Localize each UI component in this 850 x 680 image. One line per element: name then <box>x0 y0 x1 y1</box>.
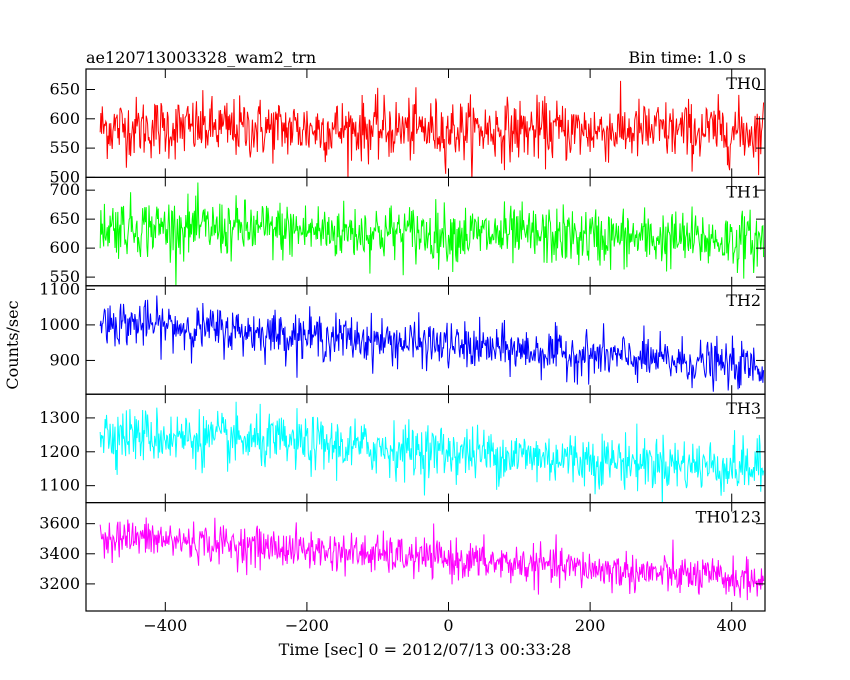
y-tick-label: 1100 <box>39 279 80 298</box>
y-tick-label: 3200 <box>39 574 80 593</box>
y-tick-label: 1300 <box>39 408 80 427</box>
y-tick-label: 650 <box>49 209 80 228</box>
series-line-th0 <box>99 80 765 178</box>
y-tick-label: 650 <box>49 80 80 99</box>
series-line-th0123 <box>99 517 765 601</box>
x-tick-label: −400 <box>143 616 187 635</box>
panel-label-th1: TH1 <box>726 182 761 201</box>
y-tick-label: 3600 <box>39 514 80 533</box>
panel-label-th0: TH0 <box>726 74 761 93</box>
bin-time-label: Bin time: 1.0 s <box>628 48 746 67</box>
y-tick-label: 1100 <box>39 476 80 495</box>
panel-label-th2: TH2 <box>726 291 761 310</box>
y-tick-label: 1000 <box>39 315 80 334</box>
y-tick-label: 1200 <box>39 442 80 461</box>
y-tick-label: 900 <box>49 350 80 369</box>
series-line-th1 <box>99 182 765 286</box>
x-axis-label: Time [sec] 0 = 2012/07/13 00:33:28 <box>279 640 572 659</box>
x-tick-label: 0 <box>443 616 453 635</box>
y-tick-label: 700 <box>49 180 80 199</box>
y-tick-label: 500 <box>49 167 80 186</box>
series-line-th2 <box>99 295 765 392</box>
x-tick-label: −200 <box>285 616 329 635</box>
x-tick-label: 400 <box>716 616 747 635</box>
chart-title: ae120713003328_wam2_trn <box>86 48 316 67</box>
panels-group: 500 550 600 650 TH0 550 600 650 700 TH1 900 1000 110… <box>39 68 766 635</box>
panel-label-th0123: TH0123 <box>696 508 761 527</box>
series-line-th3 <box>99 401 765 503</box>
y-tick-label: 550 <box>49 138 80 157</box>
panel-label-th3: TH3 <box>726 399 761 418</box>
x-tick-label: 200 <box>575 616 606 635</box>
y-tick-label: 600 <box>49 109 80 128</box>
y-tick-label: 550 <box>49 267 80 286</box>
y-axis-label: Counts/sec <box>3 300 22 389</box>
y-tick-label: 3400 <box>39 544 80 563</box>
panel-frame-th0123 <box>85 502 766 612</box>
y-tick-label: 600 <box>49 238 80 257</box>
